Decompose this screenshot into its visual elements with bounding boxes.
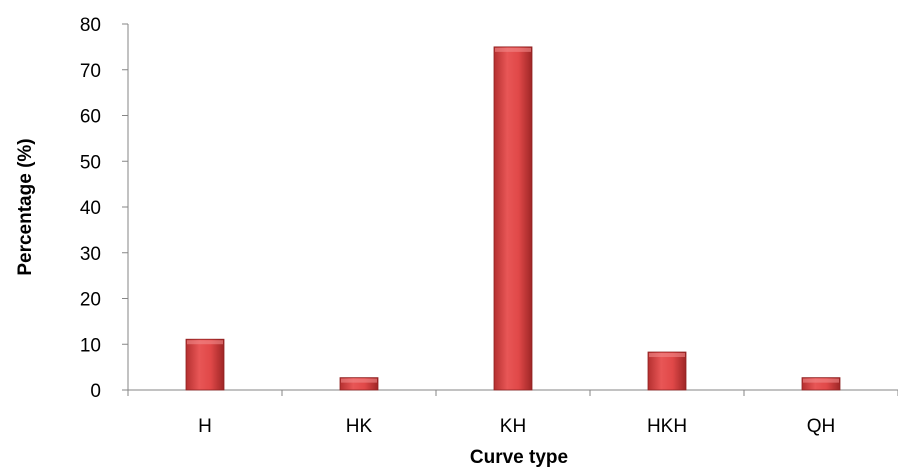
bar bbox=[493, 46, 533, 391]
y-tick-label: 80 bbox=[80, 15, 101, 36]
bar bbox=[185, 338, 225, 391]
bar-hk bbox=[339, 377, 379, 391]
bar-kh bbox=[493, 46, 533, 391]
x-tick-label: QH bbox=[807, 416, 836, 437]
bars bbox=[185, 46, 841, 391]
y-tick-label: 0 bbox=[90, 381, 101, 402]
x-axis-title: Curve type bbox=[470, 447, 568, 468]
y-tick-label: 10 bbox=[80, 335, 101, 356]
x-tick-label: H bbox=[198, 416, 212, 437]
bar-highlight bbox=[495, 47, 531, 52]
bar-highlight bbox=[803, 378, 839, 383]
bar bbox=[647, 351, 687, 391]
x-tick-label: HK bbox=[346, 416, 373, 437]
x-tick-label: HKH bbox=[647, 416, 687, 437]
y-tick-label: 20 bbox=[80, 290, 101, 311]
bar-hkh bbox=[647, 351, 687, 391]
y-axis-title: Percentage (%) bbox=[15, 138, 36, 275]
y-tick-label: 50 bbox=[80, 152, 101, 173]
bar-highlight bbox=[187, 340, 223, 345]
bar-highlight bbox=[649, 353, 685, 358]
y-axis: 0 10 20 30 40 50 60 70 80 bbox=[80, 15, 129, 402]
bar-highlight bbox=[341, 378, 377, 383]
y-tick-label: 60 bbox=[80, 107, 101, 128]
x-axis: H HK KH HKH QH bbox=[127, 389, 898, 437]
bar-h bbox=[185, 338, 225, 391]
y-tick-label: 40 bbox=[80, 198, 101, 219]
x-tick-label: KH bbox=[500, 416, 526, 437]
y-tick-label: 30 bbox=[80, 244, 101, 265]
bar-qh bbox=[801, 377, 841, 391]
y-tick-label: 70 bbox=[80, 61, 101, 82]
